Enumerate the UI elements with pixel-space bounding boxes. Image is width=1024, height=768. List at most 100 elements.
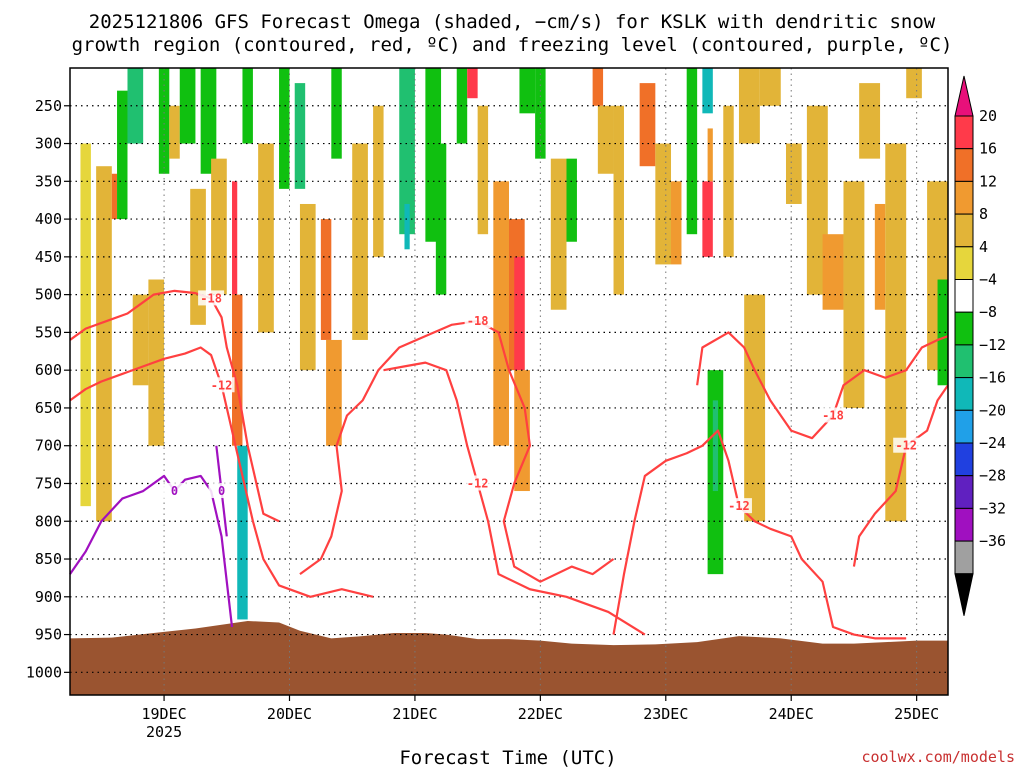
colorbar-label-1: 16 <box>979 140 997 158</box>
omega-cell-35 <box>514 256 525 371</box>
omega-cell-31 <box>467 68 478 99</box>
omega-cell-32 <box>477 105 489 235</box>
freezing-contour-label-0: 0 <box>171 484 178 498</box>
plot-frame <box>69 67 949 696</box>
omega-cell-64 <box>906 68 922 99</box>
dgz-contour-label-bg-1 <box>208 377 235 393</box>
omega-cell-13 <box>232 181 238 295</box>
x-tick-label-20DEC: 20DEC <box>267 705 312 723</box>
colorbar-bin-9 <box>954 409 974 444</box>
y-tick-label-1000: 1000 <box>26 663 62 681</box>
dgz-contour-label-bg-3 <box>464 475 491 491</box>
colorbar-bin-12 <box>954 507 974 542</box>
omega-cell-8 <box>169 105 180 159</box>
colorbar-label-2: 12 <box>979 172 997 190</box>
omega-cell-14 <box>232 294 243 446</box>
omega-cell-23 <box>331 68 342 159</box>
omega-cell-20 <box>299 203 316 371</box>
omega-cell-17 <box>258 143 274 333</box>
omega-cell-21 <box>320 219 332 340</box>
x-tick-label-22DEC: 22DEC <box>518 705 563 723</box>
dgz-contour-label-0: -18 <box>200 291 222 305</box>
omega-cell-22 <box>326 339 342 446</box>
omega-cell-48 <box>702 68 713 114</box>
y-tick-label-900: 900 <box>35 588 62 606</box>
omega-cell-60 <box>843 181 865 408</box>
x-tick-sublabel-19DEC: 2025 <box>146 723 182 741</box>
dgz-contour-2 <box>299 319 615 583</box>
colorbar-label-7: −12 <box>979 336 1006 354</box>
colorbar-bin-6 <box>954 311 974 346</box>
dgz-contour-label-bg-2 <box>464 313 491 329</box>
colorbar-label-3: 8 <box>979 205 988 223</box>
omega-cell-61 <box>859 83 881 159</box>
plot-border <box>69 67 949 696</box>
omega-cell-2 <box>111 173 118 220</box>
omega-cell-49 <box>702 181 713 257</box>
omega-cell-52 <box>712 400 719 492</box>
dgz-contour-5 <box>696 331 949 440</box>
y-tick-label-750: 750 <box>35 474 62 492</box>
omega-cell-0 <box>80 143 91 507</box>
colorbar-bin-2 <box>954 180 974 215</box>
colorbar-bin-11 <box>954 475 974 509</box>
omega-cell-44 <box>639 83 656 167</box>
dgz-contour-label-1: -12 <box>211 378 233 392</box>
chart-title-line-1: 2025121806 GFS Forecast Omega (shaded, −… <box>89 11 936 33</box>
omega-cell-56 <box>759 68 781 106</box>
omega-cell-36 <box>514 370 530 492</box>
colorbar-label-4: 4 <box>979 238 988 256</box>
temperature-contours: -18 -12 -18 -12 -12 -18 -12 0 0 <box>69 289 949 640</box>
omega-cell-40 <box>566 158 577 242</box>
colorbar-label-10: −24 <box>979 434 1006 452</box>
omega-cell-5 <box>132 294 149 386</box>
dgz-contour-label-5: -18 <box>822 408 844 422</box>
omega-cell-29 <box>435 143 447 295</box>
omega-cell-55 <box>744 294 766 522</box>
omega-cell-7 <box>158 68 170 174</box>
freezing-contour-label-1: 0 <box>218 484 225 498</box>
colorbar-label-5: −4 <box>979 271 997 289</box>
y-tick-label-400: 400 <box>35 210 62 228</box>
colorbar-bin-4 <box>954 246 974 281</box>
terrain-area <box>70 620 948 695</box>
x-tick-label-25DEC: 25DEC <box>894 705 939 723</box>
x-tick-label-21DEC: 21DEC <box>392 705 437 723</box>
omega-cell-39 <box>550 158 567 310</box>
y-tick-label-250: 250 <box>35 97 62 115</box>
omega-cell-16 <box>242 68 253 144</box>
omega-cell-46 <box>671 181 682 265</box>
colorbar-bin-5 <box>954 279 974 313</box>
colorbar-label-11: −28 <box>979 467 1006 485</box>
omega-cell-54 <box>738 68 760 144</box>
colorbar-label-8: −16 <box>979 369 1006 387</box>
omega-cell-53 <box>723 105 734 257</box>
pressure-axis: 250 300 350 400 450 500 550 600 650 700 750 800 850 9… <box>26 97 70 681</box>
dgz-contour-1 <box>69 346 374 598</box>
dgz-contour-label-bg-0 <box>198 290 225 306</box>
omega-cell-59 <box>822 234 844 310</box>
y-tick-label-650: 650 <box>35 399 62 417</box>
omega-cell-12 <box>211 158 227 295</box>
x-tick-label-23DEC: 23DEC <box>643 705 688 723</box>
omega-cell-3 <box>117 90 128 220</box>
freezing-contour-0 <box>69 474 234 628</box>
colorbar-label-9: −20 <box>979 401 1006 419</box>
omega-cell-15 <box>237 445 248 620</box>
colorbar-bin-7 <box>954 344 974 379</box>
colorbar-label-12: −32 <box>979 499 1006 517</box>
omega-cell-19 <box>294 83 306 189</box>
y-tick-label-500: 500 <box>35 286 62 304</box>
omega-cell-45 <box>655 143 672 265</box>
omega-cell-33 <box>493 181 509 446</box>
colorbar-bottom-arrow <box>954 573 974 616</box>
omega-cell-24 <box>352 143 368 340</box>
dgz-contour-label-6: -12 <box>895 439 917 453</box>
omega-cell-9 <box>179 68 196 144</box>
colorbar: 20 16 12 8 4 −4 −8 −12 −16 −20 −24 −28 −32 −36 <box>954 75 1006 616</box>
omega-cell-43 <box>613 105 624 295</box>
dgz-contour-label-bg-5 <box>820 407 847 423</box>
y-tick-label-550: 550 <box>35 323 62 341</box>
omega-cell-50 <box>707 128 713 182</box>
y-tick-label-600: 600 <box>35 361 62 379</box>
